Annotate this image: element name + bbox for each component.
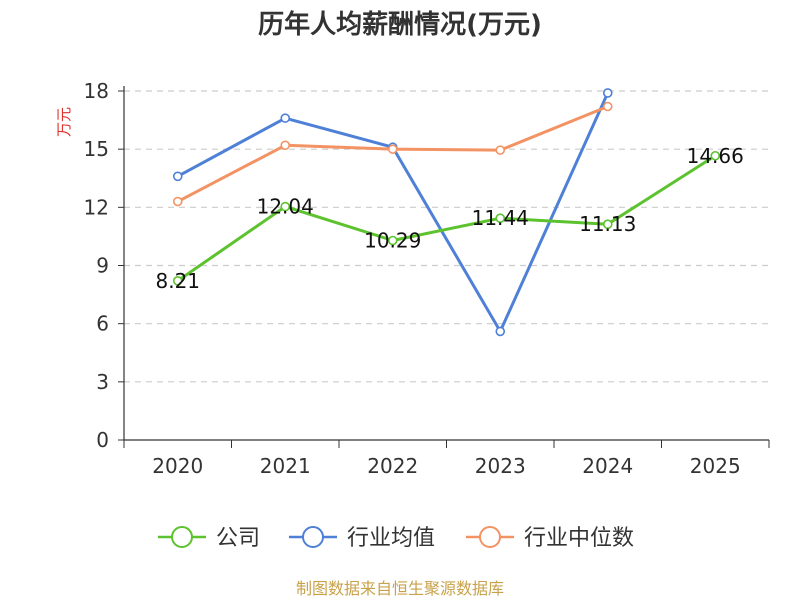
y-tick-label: 9 [96, 254, 109, 278]
data-label: 11.13 [579, 212, 636, 236]
y-tick-label: 15 [84, 137, 109, 161]
legend-item-1[interactable]: 行业均值 [289, 526, 435, 551]
legend-item-2[interactable]: 行业中位数 [466, 526, 634, 551]
legend-label: 行业中位数 [524, 526, 634, 551]
data-point [710, 150, 721, 161]
series-line [177, 105, 609, 203]
x-tick-label: 2024 [582, 454, 633, 478]
x-tick-label: 2023 [475, 454, 526, 478]
legend[interactable]: 公司 行业均值 行业中位数 [158, 526, 634, 551]
data-point [602, 88, 613, 98]
data-label: 8.21 [155, 269, 200, 293]
x-tick-label: 2021 [260, 454, 311, 478]
data-point [172, 196, 183, 207]
data-label: 14.66 [687, 144, 744, 168]
legend-marker [479, 526, 501, 548]
data-point [280, 113, 291, 123]
y-tick-label: 0 [96, 428, 109, 452]
y-tick-label: 6 [96, 312, 109, 336]
y-axis-label: 万元 [55, 107, 73, 137]
legend-label: 行业均值 [347, 526, 435, 551]
legend-item-0[interactable]: 公司 [158, 526, 260, 551]
series-2 [172, 101, 613, 207]
y-tick-label: 3 [96, 370, 109, 394]
data-point [495, 326, 506, 337]
data-point [602, 219, 613, 230]
series-line [177, 92, 610, 333]
data-point [602, 101, 613, 112]
y-tick-label: 12 [84, 195, 109, 219]
data-point [387, 235, 398, 246]
x-tick-label: 2022 [367, 454, 418, 478]
x-tick-label: 2025 [690, 454, 741, 478]
series-line [176, 154, 717, 283]
axes: 0 3 6 9 12 15 18 2020 2021 2022 2023 2024 2025 [84, 79, 770, 478]
series-1 [172, 88, 613, 337]
data-label: 11.44 [472, 206, 529, 230]
legend-marker [302, 526, 324, 548]
data-point [280, 140, 291, 151]
series-0 [172, 150, 721, 286]
data-point [172, 276, 183, 286]
data-label: 10.29 [364, 228, 421, 252]
legend-marker [171, 526, 193, 548]
chart-title: 历年人均薪酬情况(万元) [258, 9, 542, 40]
data-point [280, 201, 291, 212]
data-labels: 8.21 12.04 10.29 11.44 11.13 14.66 [155, 144, 743, 293]
data-point [495, 213, 506, 223]
y-tick-label: 18 [84, 79, 109, 103]
data-point [387, 144, 398, 154]
data-point [172, 171, 183, 182]
series-group [172, 88, 721, 337]
source-note: 制图数据来自恒生聚源数据库 [296, 579, 504, 598]
data-point [495, 145, 506, 155]
x-tick-label: 2020 [152, 454, 203, 478]
legend-label: 公司 [216, 526, 260, 551]
data-label: 12.04 [257, 195, 314, 219]
